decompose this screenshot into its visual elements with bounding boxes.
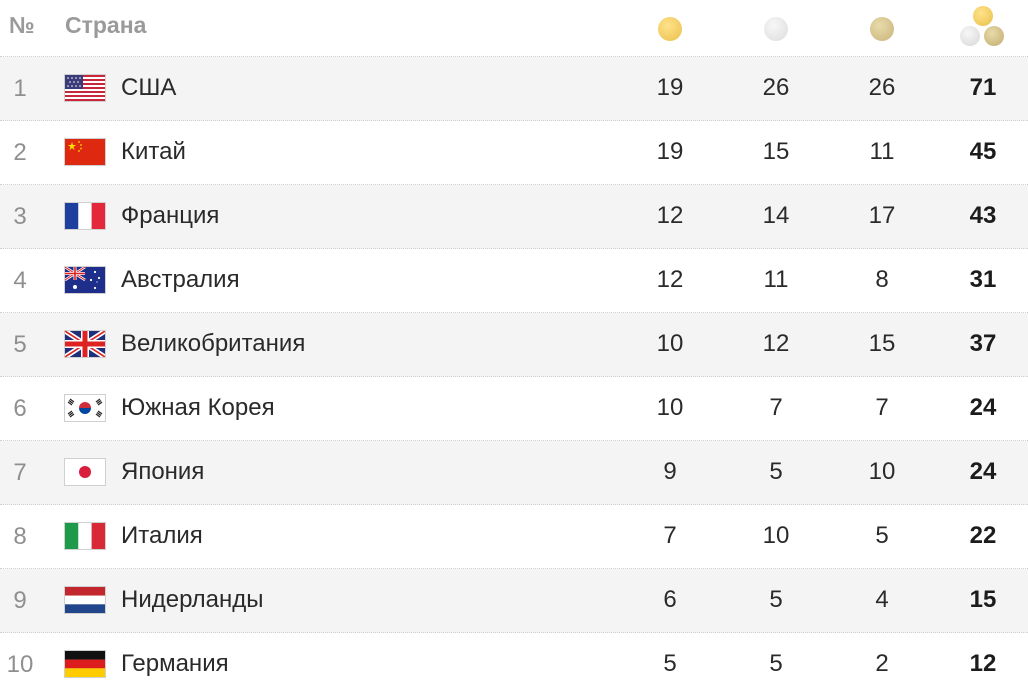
bronze-count: 10 bbox=[868, 458, 896, 485]
bronze-medal-icon bbox=[870, 17, 894, 41]
silver-count: 7 bbox=[769, 394, 783, 421]
germany-flag-icon bbox=[65, 651, 105, 677]
rank: 7 bbox=[13, 459, 27, 486]
gold-count: 9 bbox=[663, 458, 677, 485]
rank: 4 bbox=[13, 267, 27, 294]
rank: 2 bbox=[13, 139, 27, 166]
bronze-count: 11 bbox=[869, 138, 895, 165]
bronze-count: 8 bbox=[875, 266, 889, 293]
rank: 9 bbox=[13, 587, 27, 614]
country-column-header: Страна bbox=[65, 12, 147, 38]
silver-count: 11 bbox=[763, 266, 789, 293]
bronze-count: 4 bbox=[875, 586, 889, 613]
total-medals-icon bbox=[958, 6, 1008, 50]
total-count: 45 bbox=[969, 138, 997, 165]
silver-count: 14 bbox=[762, 202, 790, 229]
silver-count: 12 bbox=[762, 330, 790, 357]
south-korea-flag-icon bbox=[65, 395, 105, 421]
gold-count: 5 bbox=[663, 650, 677, 677]
table-row[interactable]: 5 Великобритания 10 12 15 37 bbox=[0, 313, 1028, 377]
total-count: 22 bbox=[969, 522, 997, 549]
silver-count: 26 bbox=[762, 74, 790, 101]
total-count: 31 bbox=[969, 266, 997, 293]
silver-medal-icon bbox=[764, 17, 788, 41]
country-name[interactable]: США bbox=[121, 74, 177, 101]
table-row[interactable]: 10 Германия 5 5 2 12 bbox=[0, 633, 1028, 696]
bronze-count: 17 bbox=[868, 202, 896, 229]
total-count: 24 bbox=[969, 394, 997, 421]
country-name[interactable]: Южная Корея bbox=[121, 394, 275, 421]
rank: 1 bbox=[13, 75, 27, 102]
country-name[interactable]: Китай bbox=[121, 138, 186, 165]
bronze-count: 26 bbox=[868, 74, 896, 101]
country-name[interactable]: Япония bbox=[121, 458, 205, 485]
italy-flag-icon bbox=[65, 523, 105, 549]
bronze-count: 7 bbox=[875, 394, 889, 421]
table-row[interactable]: 6 Южная Корея 10 7 7 24 bbox=[0, 377, 1028, 441]
table-row[interactable]: 2 Китай 19 15 11 45 bbox=[0, 121, 1028, 185]
rank: 10 bbox=[6, 651, 34, 678]
gold-count: 12 bbox=[656, 202, 684, 229]
gold-count: 19 bbox=[656, 74, 684, 101]
netherlands-flag-icon bbox=[65, 587, 105, 613]
gold-count: 6 bbox=[663, 586, 677, 613]
country-name[interactable]: Австралия bbox=[121, 266, 240, 293]
rank: 8 bbox=[13, 523, 27, 550]
gold-medal-icon bbox=[658, 17, 682, 41]
table-row[interactable]: 9 Нидерланды 6 5 4 15 bbox=[0, 569, 1028, 633]
bronze-count: 15 bbox=[868, 330, 896, 357]
silver-count: 5 bbox=[769, 586, 783, 613]
country-name[interactable]: Германия bbox=[121, 650, 229, 677]
australia-flag-icon bbox=[65, 267, 105, 293]
uk-flag-icon bbox=[65, 331, 105, 357]
usa-flag-icon bbox=[65, 75, 105, 101]
total-count: 15 bbox=[969, 586, 997, 613]
total-count: 12 bbox=[969, 650, 997, 677]
bronze-count: 5 bbox=[875, 522, 889, 549]
japan-flag-icon bbox=[65, 459, 105, 485]
rank-column-header: № bbox=[9, 12, 35, 38]
total-count: 24 bbox=[969, 458, 997, 485]
rank: 3 bbox=[13, 203, 27, 230]
gold-count: 12 bbox=[656, 266, 684, 293]
table-row[interactable]: 8 Италия 7 10 5 22 bbox=[0, 505, 1028, 569]
gold-count: 10 bbox=[656, 330, 684, 357]
table-header: № Страна bbox=[0, 0, 1028, 57]
country-name[interactable]: Нидерланды bbox=[121, 586, 264, 613]
gold-count: 19 bbox=[656, 138, 684, 165]
gold-count: 7 bbox=[663, 522, 677, 549]
total-count: 37 bbox=[969, 330, 997, 357]
table-row[interactable]: 4 Австралия 12 11 bbox=[0, 249, 1028, 313]
total-count: 43 bbox=[969, 202, 997, 229]
rank: 5 bbox=[13, 331, 27, 358]
rank: 6 bbox=[13, 395, 27, 422]
china-flag-icon bbox=[65, 139, 105, 165]
bronze-count: 2 bbox=[875, 650, 889, 677]
country-name[interactable]: Великобритания bbox=[121, 330, 306, 357]
country-name[interactable]: Италия bbox=[121, 522, 203, 549]
total-count: 71 bbox=[969, 74, 997, 101]
silver-count: 5 bbox=[769, 650, 783, 677]
table-row[interactable]: 3 Франция 12 14 17 43 bbox=[0, 185, 1028, 249]
gold-count: 10 bbox=[656, 394, 684, 421]
silver-count: 5 bbox=[769, 458, 783, 485]
table-row[interactable]: 1 США 19 26 26 71 bbox=[0, 57, 1028, 121]
silver-count: 10 bbox=[762, 522, 790, 549]
table-row[interactable]: 7 Япония 9 5 10 24 bbox=[0, 441, 1028, 505]
silver-count: 15 bbox=[762, 138, 790, 165]
france-flag-icon bbox=[65, 203, 105, 229]
country-name[interactable]: Франция bbox=[121, 202, 220, 229]
